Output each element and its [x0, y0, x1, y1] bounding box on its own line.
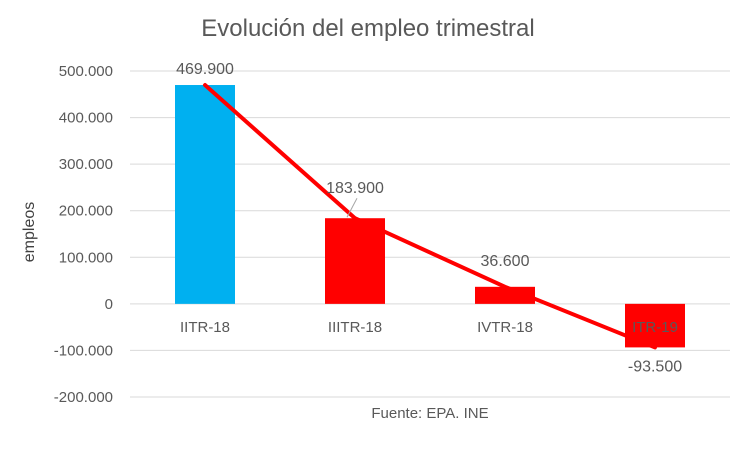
- y-tick-label: 500.000: [59, 63, 113, 80]
- y-tick-label: -100.000: [54, 342, 113, 359]
- y-tick-label: 100.000: [59, 249, 113, 266]
- data-labels: 469.900 183.900 36.600 -93.500: [176, 61, 682, 375]
- bars: [175, 85, 685, 348]
- y-tick-label: 300.000: [59, 156, 113, 173]
- y-tick-label: 400.000: [59, 110, 113, 127]
- x-tick-label: IIITR-18: [328, 319, 382, 336]
- x-axis-labels: IITR-18 IIITR-18 IVTR-18 ITR-19: [180, 319, 678, 336]
- chart-title: Evolución del empleo trimestral: [201, 15, 534, 42]
- bar: [325, 218, 385, 304]
- data-label: 36.600: [481, 253, 530, 270]
- y-axis-title: empleos: [21, 202, 38, 262]
- y-tick-label: -200.000: [54, 389, 113, 406]
- bar: [175, 85, 235, 304]
- x-tick-label: IITR-18: [180, 319, 230, 336]
- source-note: Fuente: EPA. INE: [371, 405, 488, 422]
- y-tick-label: 0: [105, 296, 113, 313]
- trend-line: [203, 83, 657, 350]
- x-tick-label: IVTR-18: [477, 319, 533, 336]
- x-tick-label: ITR-19: [632, 319, 678, 336]
- data-label-leader: [346, 197, 358, 218]
- data-label: -93.500: [628, 358, 682, 375]
- trend-line-layer: [203, 83, 657, 350]
- y-tick-label: 200.000: [59, 203, 113, 220]
- y-axis-ticks: 500.000 400.000 300.000 200.000 100.000 0 -100…: [54, 63, 113, 406]
- data-label: 469.900: [176, 61, 234, 78]
- data-label: 183.900: [326, 180, 384, 197]
